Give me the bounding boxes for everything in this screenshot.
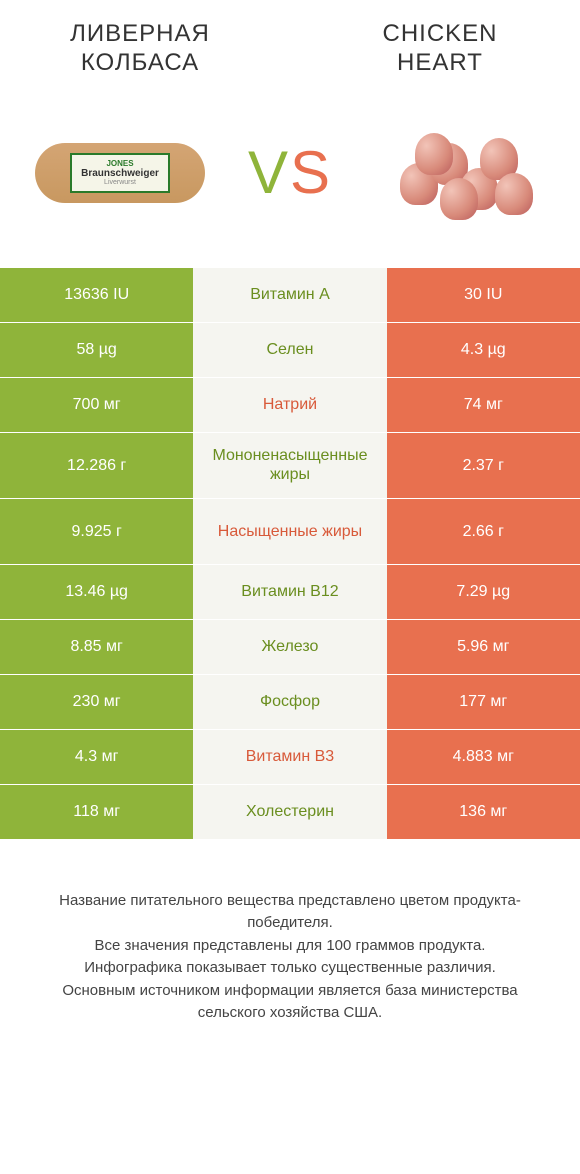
- table-row: 58 µgСелен4.3 µg: [0, 323, 580, 378]
- table-row: 8.85 мгЖелезо5.96 мг: [0, 620, 580, 675]
- footer-line-4: Основным источником информации является …: [30, 980, 550, 1025]
- sausage-sub: Liverwurst: [72, 179, 168, 186]
- table-row: 4.3 мгВитамин B34.883 мг: [0, 730, 580, 785]
- right-value: 2.66 г: [387, 499, 580, 564]
- left-product-image: JONES Braunschweiger Liverwurst: [30, 118, 210, 228]
- vs-row: JONES Braunschweiger Liverwurst VS: [0, 88, 580, 268]
- right-value: 2.37 г: [387, 433, 580, 498]
- left-value: 4.3 мг: [0, 730, 193, 784]
- nutrient-name: Селен: [193, 323, 386, 377]
- footer-line-3: Инфографика показывает только существенн…: [30, 957, 550, 980]
- nutrient-name: Железо: [193, 620, 386, 674]
- right-value: 4.3 µg: [387, 323, 580, 377]
- vs-s: S: [290, 139, 332, 206]
- left-product-title: ЛИВЕРНАЯ КОЛБАСА: [40, 20, 240, 78]
- right-value: 30 IU: [387, 268, 580, 322]
- left-value: 13636 IU: [0, 268, 193, 322]
- left-value: 12.286 г: [0, 433, 193, 498]
- table-row: 9.925 гНасыщенные жиры2.66 г: [0, 499, 580, 565]
- sausage-label: JONES Braunschweiger Liverwurst: [70, 153, 170, 193]
- right-value: 4.883 мг: [387, 730, 580, 784]
- sausage-name: Braunschweiger: [72, 168, 168, 179]
- left-value: 58 µg: [0, 323, 193, 377]
- nutrient-name: Насыщенные жиры: [193, 499, 386, 564]
- nutrient-name: Натрий: [193, 378, 386, 432]
- right-value: 74 мг: [387, 378, 580, 432]
- table-row: 12.286 гМононенасыщенные жиры2.37 г: [0, 433, 580, 499]
- table-row: 230 мгФосфор177 мг: [0, 675, 580, 730]
- left-value: 13.46 µg: [0, 565, 193, 619]
- table-row: 118 мгХолестерин136 мг: [0, 785, 580, 840]
- right-value: 7.29 µg: [387, 565, 580, 619]
- sausage-icon: JONES Braunschweiger Liverwurst: [35, 143, 205, 203]
- footer-line-1: Название питательного вещества представл…: [30, 890, 550, 935]
- right-value: 177 мг: [387, 675, 580, 729]
- chicken-hearts-icon: [380, 123, 540, 223]
- comparison-table: 13636 IUВитамин A30 IU58 µgСелен4.3 µg70…: [0, 268, 580, 840]
- right-value: 136 мг: [387, 785, 580, 839]
- footer-notes: Название питательного вещества представл…: [0, 840, 580, 1045]
- right-product-title: CHICKEN HEART: [340, 20, 540, 78]
- nutrient-name: Витамин B3: [193, 730, 386, 784]
- table-row: 700 мгНатрий74 мг: [0, 378, 580, 433]
- table-row: 13.46 µgВитамин B127.29 µg: [0, 565, 580, 620]
- table-row: 13636 IUВитамин A30 IU: [0, 268, 580, 323]
- footer-line-2: Все значения представлены для 100 граммо…: [30, 935, 550, 958]
- nutrient-name: Фосфор: [193, 675, 386, 729]
- header: ЛИВЕРНАЯ КОЛБАСА CHICKEN HEART: [0, 0, 580, 88]
- nutrient-name: Холестерин: [193, 785, 386, 839]
- right-value: 5.96 мг: [387, 620, 580, 674]
- right-product-image: [370, 118, 550, 228]
- left-value: 8.85 мг: [0, 620, 193, 674]
- sausage-brand: JONES: [72, 159, 168, 168]
- vs-v: V: [248, 139, 290, 206]
- nutrient-name: Витамин B12: [193, 565, 386, 619]
- left-value: 118 мг: [0, 785, 193, 839]
- left-value: 230 мг: [0, 675, 193, 729]
- vs-text: VS: [248, 138, 332, 207]
- left-value: 700 мг: [0, 378, 193, 432]
- left-value: 9.925 г: [0, 499, 193, 564]
- nutrient-name: Мононенасыщенные жиры: [193, 433, 386, 498]
- nutrient-name: Витамин A: [193, 268, 386, 322]
